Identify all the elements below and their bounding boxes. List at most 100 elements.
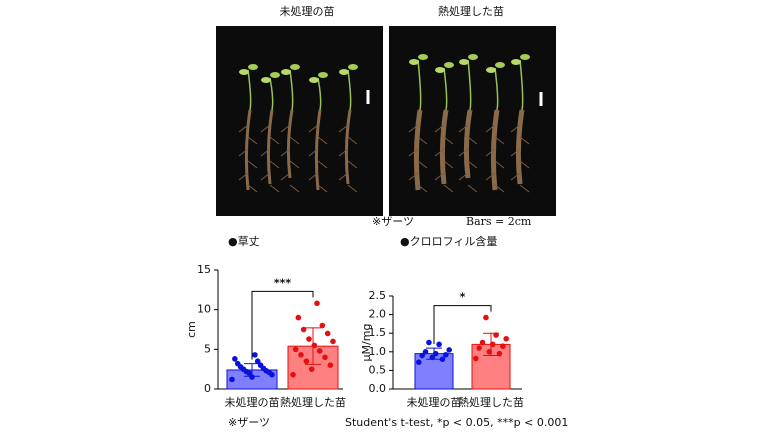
stem: [519, 59, 524, 111]
y-tick-label: 0.0: [369, 382, 387, 395]
root-hair: [238, 124, 249, 133]
root-hair: [347, 160, 358, 169]
y-tick-label: 0.5: [369, 363, 387, 376]
root: [286, 109, 294, 179]
root-hair: [408, 148, 419, 157]
root-hair: [467, 184, 478, 193]
root-hair: [408, 124, 419, 133]
data-point: [322, 354, 328, 361]
leaf: [318, 72, 328, 78]
leaf: [239, 69, 249, 75]
stem: [247, 69, 252, 111]
significance-bracket: [251, 290, 314, 360]
root-hair: [485, 148, 496, 157]
root-hair: [289, 184, 300, 193]
root-hair: [317, 160, 328, 169]
data-point: [308, 366, 315, 372]
stem: [317, 77, 322, 111]
data-point: [500, 343, 506, 350]
stem: [269, 77, 274, 111]
root-hair: [494, 184, 505, 193]
root-hair: [519, 184, 530, 193]
leaf: [418, 54, 428, 60]
root-hair: [260, 148, 271, 157]
data-point: [446, 347, 453, 353]
data-point: [300, 326, 307, 333]
root-hair: [485, 172, 496, 181]
data-point: [234, 360, 241, 367]
root-hair: [238, 148, 249, 157]
footnote: ※ザーツ: [228, 416, 270, 429]
root-hair: [494, 136, 505, 145]
chart-title: ●草丈: [228, 235, 260, 248]
root: [515, 109, 525, 185]
leaf: [309, 77, 319, 83]
root-hair: [269, 136, 280, 145]
leaf: [486, 67, 496, 73]
root-hair: [417, 136, 428, 145]
root-hair: [247, 136, 258, 145]
x-tick-label: 未処理の苗: [407, 396, 462, 409]
root-hair: [280, 124, 291, 133]
stem: [417, 59, 422, 111]
y-tick-label: 5: [204, 342, 211, 355]
root-hair: [467, 136, 478, 145]
root-hair: [417, 184, 428, 193]
photo-untreated: [216, 26, 383, 216]
data-point: [319, 322, 326, 329]
x-tick-label: 熱処理した苗: [280, 396, 346, 409]
data-point: [316, 348, 323, 354]
data-point: [493, 332, 499, 338]
root-hair: [247, 184, 258, 193]
stem: [494, 67, 499, 111]
leaf: [348, 64, 358, 70]
data-point: [306, 336, 312, 342]
root-hair: [317, 136, 328, 145]
data-point: [311, 342, 318, 349]
significance-bracket: [433, 305, 492, 345]
y-axis-label: μM/mg: [360, 324, 373, 362]
data-point: [314, 300, 320, 307]
root-hair: [510, 148, 521, 157]
chart-title: ●クロロフィル含量: [400, 234, 497, 248]
root-hair: [308, 172, 319, 181]
root-hair: [280, 148, 291, 157]
photo-label: 熱処理した苗: [438, 5, 504, 18]
root-hair: [443, 136, 454, 145]
root-hair: [289, 160, 300, 169]
data-point: [443, 351, 449, 358]
data-point: [496, 350, 503, 357]
root-hair: [467, 160, 478, 169]
root: [266, 109, 274, 185]
root-hair: [443, 184, 454, 193]
scale-bar-label: Bars = 2cm: [466, 215, 532, 228]
data-point: [327, 362, 334, 369]
significance-mark: *: [460, 291, 466, 304]
y-tick-label: 1.5: [369, 326, 387, 339]
root-hair: [308, 124, 319, 133]
leaf: [339, 69, 349, 75]
significance-mark: ***: [274, 276, 292, 289]
root-hair: [280, 172, 291, 181]
y-axis-label: cm: [185, 321, 198, 338]
y-tick-label: 2.5: [369, 289, 387, 302]
data-point: [432, 350, 439, 357]
data-point: [252, 352, 258, 358]
y-tick-label: 2.0: [369, 308, 387, 321]
leaf: [495, 62, 505, 68]
y-tick-label: 10: [197, 303, 211, 316]
data-point: [479, 339, 486, 346]
root: [463, 109, 473, 179]
leaf: [270, 72, 280, 78]
root-hair: [519, 160, 530, 169]
data-point: [439, 356, 446, 363]
data-point: [476, 345, 482, 351]
leaf: [290, 64, 300, 70]
root-hair: [269, 184, 280, 193]
data-point: [422, 349, 429, 355]
leaf: [511, 59, 521, 65]
root-hair: [289, 136, 300, 145]
root-hair: [434, 172, 445, 181]
root-hair: [458, 148, 469, 157]
